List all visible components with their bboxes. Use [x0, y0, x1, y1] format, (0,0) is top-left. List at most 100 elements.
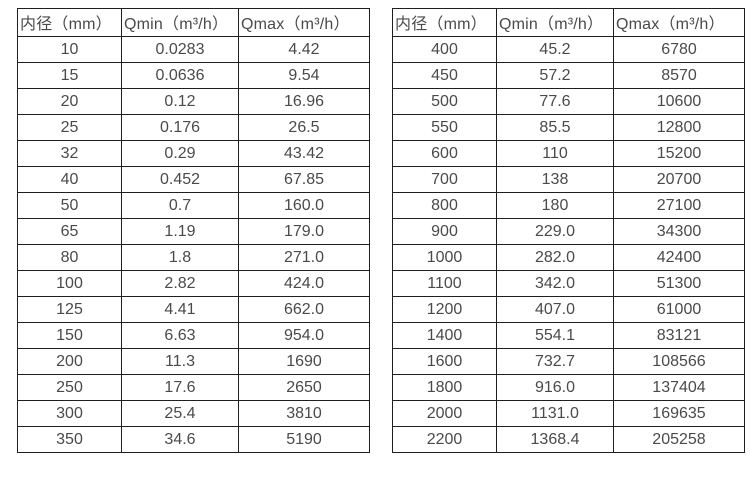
qmax-cell: 67.85 — [238, 166, 370, 193]
diameter-cell: 1000 — [392, 244, 497, 271]
diameter-cell: 32 — [17, 140, 122, 167]
qmin-cell: 85.5 — [496, 114, 614, 141]
table-row: 200 11.3 1690 — [17, 348, 370, 375]
diameter-cell: 600 — [392, 140, 497, 167]
diameter-cell: 1200 — [392, 296, 497, 323]
qmin-cell: 57.2 — [496, 62, 614, 89]
table-row: 125 4.41 662.0 — [17, 296, 370, 323]
diameter-cell: 15 — [17, 62, 122, 89]
qmax-cell: 51300 — [613, 270, 745, 297]
qmax-cell: 6780 — [613, 36, 745, 63]
qmin-cell: 138 — [496, 166, 614, 193]
qmax-cell: 83121 — [613, 322, 745, 349]
qmin-cell: 45.2 — [496, 36, 614, 63]
qmax-cell: 15200 — [613, 140, 745, 167]
qmin-cell: 11.3 — [121, 348, 239, 375]
diameter-cell: 800 — [392, 192, 497, 219]
table-row: 25 0.176 26.5 — [17, 114, 370, 141]
diameter-cell: 300 — [17, 400, 122, 427]
table-row: 1000 282.0 42400 — [392, 244, 745, 271]
qmax-cell: 27100 — [613, 192, 745, 219]
diameter-column-header: 内径（mm） — [392, 8, 497, 37]
diameter-cell: 125 — [17, 296, 122, 323]
diameter-cell: 50 — [17, 192, 122, 219]
diameter-cell: 350 — [17, 426, 122, 453]
diameter-cell: 2000 — [392, 400, 497, 427]
qmax-cell: 169635 — [613, 400, 745, 427]
table-row: 20 0.12 16.96 — [17, 88, 370, 115]
qmax-cell: 954.0 — [238, 322, 370, 349]
qmin-cell: 4.41 — [121, 296, 239, 323]
qmax-cell: 179.0 — [238, 218, 370, 245]
header-row: 内径（mm） Qmin（m³/h） Qmax（m³/h） — [17, 8, 370, 37]
diameter-cell: 1100 — [392, 270, 497, 297]
table-row: 600 110 15200 — [392, 140, 745, 167]
diameter-cell: 25 — [17, 114, 122, 141]
table-row: 1600 732.7 108566 — [392, 348, 745, 375]
qmin-cell: 180 — [496, 192, 614, 219]
qmin-cell: 342.0 — [496, 270, 614, 297]
diameter-cell: 700 — [392, 166, 497, 193]
qmax-cell: 9.54 — [238, 62, 370, 89]
table-row: 65 1.19 179.0 — [17, 218, 370, 245]
table-row: 1100 342.0 51300 — [392, 270, 745, 297]
diameter-cell: 20 — [17, 88, 122, 115]
qmin-cell: 1368.4 — [496, 426, 614, 453]
diameter-cell: 500 — [392, 88, 497, 115]
table-row: 1200 407.0 61000 — [392, 296, 745, 323]
qmax-cell: 10600 — [613, 88, 745, 115]
table-row: 2200 1368.4 205258 — [392, 426, 745, 453]
diameter-cell: 10 — [17, 36, 122, 63]
qmin-column-header: Qmin（m³/h） — [121, 8, 239, 37]
flow-table-large-diameters: 内径（mm） Qmin（m³/h） Qmax（m³/h） 400 45.2 6780 450… — [392, 8, 745, 453]
qmin-cell: 17.6 — [121, 374, 239, 401]
diameter-column-header: 内径（mm） — [17, 8, 122, 37]
diameter-cell: 100 — [17, 270, 122, 297]
qmax-cell: 271.0 — [238, 244, 370, 271]
qmin-cell: 282.0 — [496, 244, 614, 271]
qmin-cell: 0.0636 — [121, 62, 239, 89]
qmin-cell: 0.452 — [121, 166, 239, 193]
table-row: 400 45.2 6780 — [392, 36, 745, 63]
table-row: 500 77.6 10600 — [392, 88, 745, 115]
qmax-cell: 43.42 — [238, 140, 370, 167]
diameter-cell: 400 — [392, 36, 497, 63]
qmax-cell: 16.96 — [238, 88, 370, 115]
table-row: 300 25.4 3810 — [17, 400, 370, 427]
table-row: 80 1.8 271.0 — [17, 244, 370, 271]
diameter-cell: 1400 — [392, 322, 497, 349]
qmin-cell: 1.8 — [121, 244, 239, 271]
table-row: 50 0.7 160.0 — [17, 192, 370, 219]
flow-table-small-diameters: 内径（mm） Qmin（m³/h） Qmax（m³/h） 10 0.0283 4.42 15… — [17, 8, 370, 453]
diameter-cell: 150 — [17, 322, 122, 349]
qmax-cell: 5190 — [238, 426, 370, 453]
qmin-cell: 2.82 — [121, 270, 239, 297]
diameter-cell: 2200 — [392, 426, 497, 453]
table-row: 900 229.0 34300 — [392, 218, 745, 245]
qmin-cell: 110 — [496, 140, 614, 167]
qmin-cell: 6.63 — [121, 322, 239, 349]
qmax-cell: 61000 — [613, 296, 745, 323]
qmin-cell: 1.19 — [121, 218, 239, 245]
qmax-cell: 137404 — [613, 374, 745, 401]
table-row: 250 17.6 2650 — [17, 374, 370, 401]
qmin-cell: 0.7 — [121, 192, 239, 219]
qmin-cell: 0.0283 — [121, 36, 239, 63]
qmax-cell: 20700 — [613, 166, 745, 193]
qmax-cell: 1690 — [238, 348, 370, 375]
table-row: 100 2.82 424.0 — [17, 270, 370, 297]
table-row: 10 0.0283 4.42 — [17, 36, 370, 63]
qmax-cell: 4.42 — [238, 36, 370, 63]
qmin-cell: 229.0 — [496, 218, 614, 245]
diameter-cell: 550 — [392, 114, 497, 141]
qmin-cell: 407.0 — [496, 296, 614, 323]
table-row: 32 0.29 43.42 — [17, 140, 370, 167]
table-row: 1400 554.1 83121 — [392, 322, 745, 349]
qmax-cell: 108566 — [613, 348, 745, 375]
qmin-cell: 554.1 — [496, 322, 614, 349]
qmax-cell: 26.5 — [238, 114, 370, 141]
qmin-cell: 1131.0 — [496, 400, 614, 427]
qmax-cell: 424.0 — [238, 270, 370, 297]
qmax-cell: 8570 — [613, 62, 745, 89]
qmax-cell: 34300 — [613, 218, 745, 245]
